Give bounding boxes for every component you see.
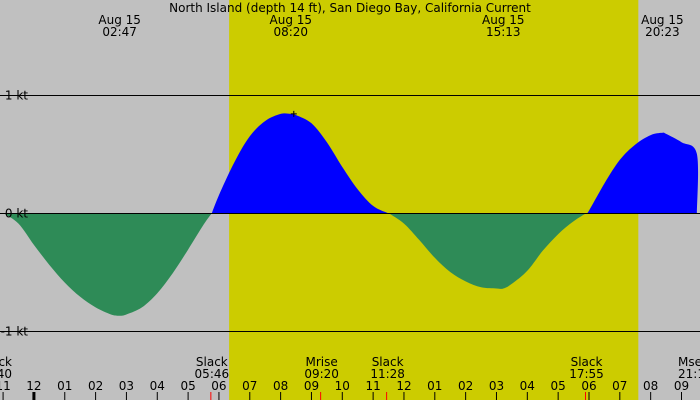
- bottom-event-label: Mse: [678, 355, 700, 369]
- bottom-event-labels: ck40Slack05:46Mrise09:20Slack11:28Slack1…: [0, 355, 700, 381]
- midnight-marker: [32, 392, 36, 400]
- red-markers: [210, 392, 587, 400]
- bottom-event-time: 40: [0, 367, 12, 381]
- event-time-label: 15:13: [486, 25, 521, 39]
- y-gridlines: [0, 95, 700, 332]
- hour-tick-label: 05: [180, 379, 195, 393]
- bottom-event-time: 05:46: [195, 367, 230, 381]
- event-date-label: Aug 15: [270, 13, 313, 27]
- event-time-label: 08:20: [273, 25, 308, 39]
- hour-tick-label: 10: [335, 379, 350, 393]
- bottom-event-time: 11:28: [370, 367, 405, 381]
- event-time-label: 20:23: [645, 25, 680, 39]
- event-date-label: Aug 15: [98, 13, 141, 27]
- bottom-event-label: Slack: [571, 355, 603, 369]
- hour-ticks: 11 12 01 02 03 04 05 06 07 08 09 10 11 12 01 02 03 04 05 06…: [0, 379, 689, 400]
- hour-tick-label: 06: [581, 379, 596, 393]
- bottom-event-label: Mrise: [305, 355, 337, 369]
- hour-tick-label: 08: [643, 379, 658, 393]
- hour-tick-label: 11: [365, 379, 380, 393]
- bottom-event-label: Slack: [196, 355, 228, 369]
- event-date-label: Aug 15: [482, 13, 525, 27]
- hour-tick-label: 07: [612, 379, 627, 393]
- hour-tick-label: 02: [88, 379, 103, 393]
- y-tick-label: 0 kt: [5, 207, 28, 221]
- event-time-label: 02:47: [102, 25, 137, 39]
- bottom-event-label: Slack: [372, 355, 404, 369]
- hour-tick-label: 07: [242, 379, 257, 393]
- event-date-label: Aug 15: [641, 13, 684, 27]
- y-tick-label: -1 kt: [1, 325, 29, 339]
- y-tick-label: 1 kt: [5, 89, 28, 103]
- hour-tick-label: 03: [489, 379, 504, 393]
- hour-tick-label: 09: [674, 379, 689, 393]
- hour-tick-label: 03: [119, 379, 134, 393]
- ebb-area: [388, 213, 587, 289]
- hour-tick-label: 04: [520, 379, 535, 393]
- bottom-event-label: ck: [0, 355, 12, 369]
- flood-area: [586, 132, 699, 214]
- flood-areas: [211, 113, 699, 214]
- hour-tick-label: 02: [458, 379, 473, 393]
- hour-tick-label: 12: [26, 379, 41, 393]
- chart-title: North Island (depth 14 ft), San Diego Ba…: [169, 1, 531, 15]
- hour-tick-label: 01: [427, 379, 442, 393]
- bottom-event-time: 21:1: [678, 367, 700, 381]
- hour-tick-label: 08: [273, 379, 288, 393]
- hour-tick-label: 04: [150, 379, 165, 393]
- flood-area: [211, 113, 388, 213]
- crosshair-icon: [290, 110, 297, 117]
- hour-tick-label: 09: [304, 379, 319, 393]
- y-tick-labels: 1 kt 0 kt -1 kt: [1, 89, 29, 339]
- bottom-event-time: 17:55: [569, 367, 604, 381]
- ebb-area: [3, 213, 212, 316]
- hour-tick-label: 01: [57, 379, 72, 393]
- hour-tick-label: 05: [551, 379, 566, 393]
- bottom-event-time: 09:20: [304, 367, 339, 381]
- hour-tick-label: 06: [211, 379, 226, 393]
- hour-tick-label: 11: [0, 379, 11, 393]
- hour-tick-label: 12: [396, 379, 411, 393]
- ebb-areas: [3, 213, 587, 316]
